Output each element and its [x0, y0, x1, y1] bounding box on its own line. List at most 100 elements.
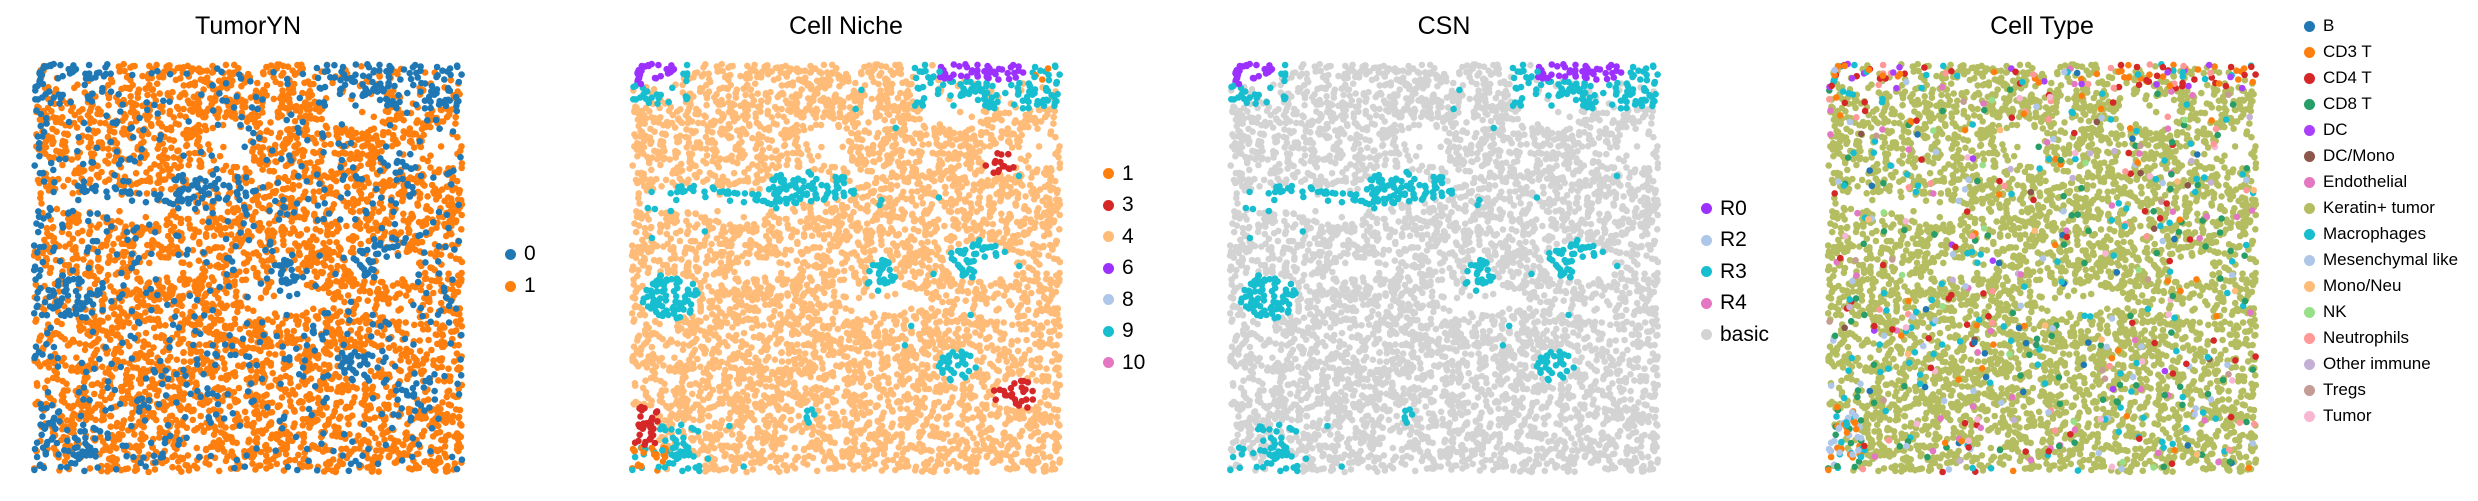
scatter-point	[413, 464, 421, 472]
scatter-point	[144, 106, 151, 114]
scatter-point	[391, 82, 398, 90]
scatter-point	[131, 335, 138, 342]
scatter-point	[131, 431, 138, 438]
scatter-svg-tumoryn	[30, 60, 466, 476]
scatter-point	[196, 68, 204, 76]
scatter-point	[32, 400, 39, 408]
scatter-point	[135, 447, 143, 455]
scatter-point	[424, 157, 432, 165]
scatter-point	[305, 405, 313, 413]
scatter-point	[379, 347, 386, 355]
scatter-point	[145, 468, 152, 476]
scatter-point	[345, 308, 352, 315]
scatter-point	[255, 415, 263, 422]
scatter-point	[223, 271, 231, 278]
scatter-point	[53, 370, 61, 377]
scatter-point	[397, 229, 405, 236]
scatter-point	[411, 370, 418, 377]
scatter-point	[457, 372, 465, 379]
scatter-point	[222, 196, 230, 203]
scatter-point	[409, 453, 416, 461]
scatter-point	[48, 401, 56, 409]
scatter-point	[145, 279, 153, 286]
scatter-point	[99, 302, 106, 309]
scatter-point	[47, 353, 54, 360]
scatter-point	[127, 395, 134, 403]
scatter-point	[395, 412, 402, 419]
scatter-point	[62, 143, 69, 151]
scatter-point	[126, 360, 133, 367]
scatter-point	[383, 404, 390, 412]
scatter-point	[347, 248, 355, 256]
scatter-point	[202, 300, 210, 307]
scatter-point	[327, 342, 334, 350]
scatter-point	[71, 434, 79, 442]
scatter-point	[180, 349, 187, 356]
scatter-point	[217, 374, 225, 382]
scatter-point	[281, 446, 289, 453]
scatter-point	[144, 91, 151, 99]
scatter-point	[356, 155, 364, 163]
scatter-point	[76, 340, 83, 347]
scatter-point	[298, 162, 305, 170]
scatter-point	[160, 97, 167, 105]
scatter-point	[364, 438, 372, 446]
scatter-point	[413, 119, 420, 127]
scatter-point	[331, 74, 339, 81]
scatter-point	[371, 274, 378, 281]
scatter-point	[259, 166, 266, 173]
scatter-point	[214, 392, 221, 400]
scatter-point	[445, 401, 453, 408]
scatter-point	[367, 192, 375, 199]
scatter-point	[384, 162, 392, 169]
scatter-point	[382, 143, 390, 150]
scatter-point	[242, 174, 250, 181]
scatter-point	[59, 224, 67, 231]
scatter-point	[397, 188, 405, 196]
scatter-point	[134, 303, 141, 311]
scatter-point	[306, 462, 314, 470]
scatter-point	[151, 190, 158, 198]
scatter-point	[133, 268, 140, 276]
scatter-point	[378, 410, 386, 418]
scatter-point	[194, 387, 201, 395]
scatter-point	[394, 396, 402, 404]
scatter-point	[220, 143, 227, 151]
scatter-point	[262, 452, 270, 459]
scatter-point	[280, 237, 287, 244]
scatter-point	[190, 193, 198, 201]
scatter-point	[99, 438, 107, 445]
scatter-point	[198, 91, 205, 98]
scatter-point	[446, 201, 454, 209]
scatter-point	[110, 240, 117, 248]
scatter-point	[120, 177, 127, 185]
scatter-point	[106, 447, 114, 455]
scatter-point	[36, 461, 44, 469]
scatter-point	[60, 354, 67, 362]
scatter-point	[441, 443, 449, 450]
scatter-point	[39, 80, 47, 88]
scatter-point	[189, 246, 197, 254]
scatter-point	[233, 163, 241, 171]
scatter-point	[230, 70, 237, 78]
scatter-point	[95, 254, 102, 261]
scatter-point	[200, 249, 207, 256]
scatter-point	[88, 309, 96, 316]
scatter-point	[140, 301, 148, 309]
scatter-point	[114, 324, 121, 332]
scatter-point	[376, 167, 384, 174]
scatter-point	[189, 182, 196, 189]
scatter-point	[393, 111, 401, 119]
scatter-point	[216, 222, 223, 230]
scatter-point	[363, 222, 370, 230]
scatter-point	[37, 122, 44, 130]
scatter-point	[366, 289, 374, 297]
scatter-point	[104, 329, 111, 337]
scatter-point	[96, 221, 103, 228]
scatter-point	[54, 354, 62, 362]
scatter-point	[420, 367, 428, 375]
scatter-point	[420, 384, 428, 391]
scatter-point	[140, 338, 148, 345]
scatter-point	[349, 208, 357, 216]
scatter-point	[196, 366, 204, 374]
